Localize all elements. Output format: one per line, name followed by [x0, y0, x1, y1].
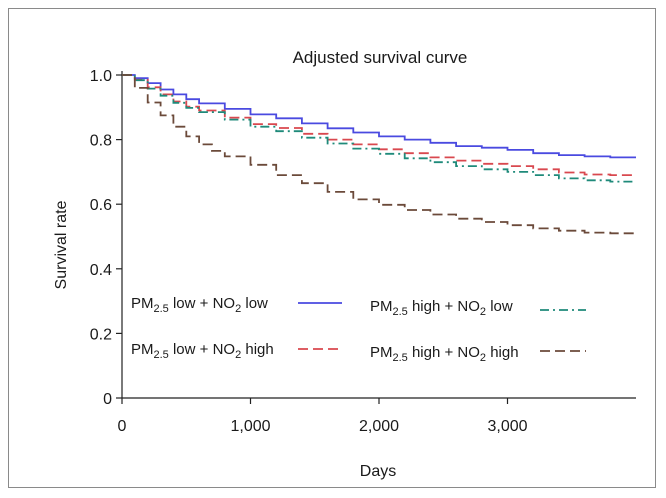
series-line-4: [122, 74, 636, 235]
legend-label: PM2.5 low + NO2 high: [131, 341, 274, 361]
legend-label: PM2.5 high + NO2 high: [370, 344, 519, 364]
series-line-2: [122, 74, 636, 176]
chart-frame: [8, 8, 656, 488]
y-tick-label: 0: [103, 391, 112, 408]
legend-label: PM2.5 low + NO2 low: [131, 295, 268, 315]
y-axis-label: Survival rate: [53, 200, 70, 289]
x-tick-label: 1,000: [230, 418, 270, 435]
legend-label: PM2.5 high + NO2 low: [370, 298, 513, 318]
y-tick-label: 0.2: [90, 326, 112, 343]
y-tick-label: 0.4: [90, 262, 112, 279]
y-tick-label: 1.0: [90, 68, 112, 85]
x-tick-label: 0: [118, 418, 127, 435]
series-line-1: [122, 74, 636, 159]
chart-title: Adjusted survival curve: [293, 48, 468, 67]
y-tick-label: 0.8: [90, 133, 112, 150]
x-tick-label: 3,000: [487, 418, 527, 435]
series-line-3: [122, 74, 636, 183]
series-group: [122, 74, 636, 235]
axes: 0 0.2 0.4 0.6 0.8 1.0 0 1,000 2,000 3,000: [90, 68, 636, 435]
y-tick-label: 0.6: [90, 197, 112, 214]
legend: PM2.5 low + NO2 low PM2.5 low + NO2 high P…: [131, 295, 586, 364]
x-axis-label: Days: [360, 463, 396, 480]
x-tick-label: 2,000: [359, 418, 399, 435]
